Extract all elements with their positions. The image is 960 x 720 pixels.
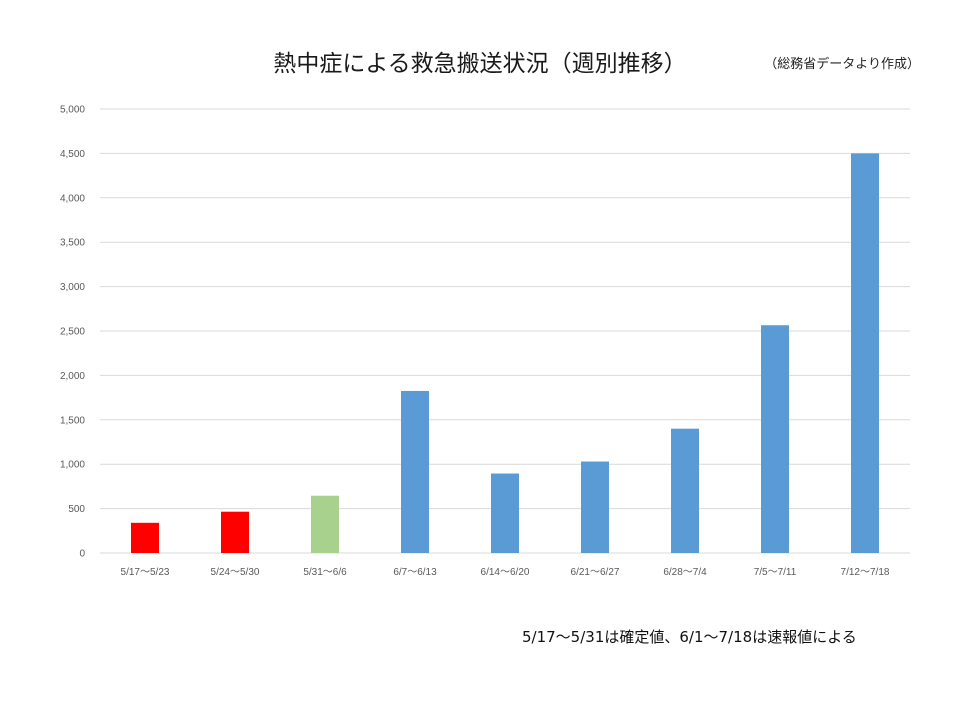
bar-9 — [851, 153, 879, 553]
x-tick-label: 6/28～7/4 — [663, 567, 707, 578]
bar-2 — [221, 511, 249, 553]
bar-4 — [401, 390, 429, 553]
y-tick-label: 500 — [68, 504, 85, 515]
bar-8 — [761, 325, 789, 553]
footnote: 5/17～5/31は確定値、6/1～7/18は速報値による — [522, 628, 857, 646]
y-tick-label: 4,000 — [60, 193, 85, 204]
x-tick-label: 7/12～7/18 — [841, 567, 890, 578]
bar-1 — [131, 522, 159, 553]
x-axis-ticks: 5/17～5/23 5/24～5/30 5/31～6/6 6/7～6/13 6/14～6… — [121, 567, 890, 578]
y-tick-label: 2,000 — [60, 371, 85, 382]
y-tick-label: 4,500 — [60, 149, 85, 160]
y-tick-label: 3,500 — [60, 238, 85, 249]
y-tick-label: 0 — [79, 549, 85, 560]
y-tick-label: 3,000 — [60, 282, 85, 293]
bar-3 — [311, 495, 339, 553]
y-tick-label: 1,000 — [60, 460, 85, 471]
bar-5 — [491, 473, 519, 553]
x-tick-label: 7/5～7/11 — [754, 567, 797, 578]
x-tick-label: 6/21～6/27 — [571, 567, 620, 578]
source-note: （総務省データより作成） — [764, 57, 920, 72]
x-tick-label: 5/24～5/30 — [211, 567, 260, 578]
chart-title: 熱中症による救急搬送状況（週別推移） — [273, 51, 687, 77]
x-tick-label: 6/7～6/13 — [393, 567, 437, 578]
bar-6 — [581, 461, 609, 553]
y-tick-label: 2,500 — [60, 327, 85, 338]
y-tick-label: 1,500 — [60, 415, 85, 426]
x-tick-label: 6/14～6/20 — [481, 567, 530, 578]
x-tick-label: 5/17～5/23 — [121, 567, 170, 578]
x-tick-label: 5/31～6/6 — [303, 567, 347, 578]
y-tick-label: 5,000 — [60, 105, 85, 116]
y-axis-ticks: 0 500 1,000 1,500 2,000 2,500 3,000 3,500 4,000 4… — [60, 105, 85, 560]
bars — [131, 153, 879, 553]
bar-7 — [671, 428, 699, 553]
